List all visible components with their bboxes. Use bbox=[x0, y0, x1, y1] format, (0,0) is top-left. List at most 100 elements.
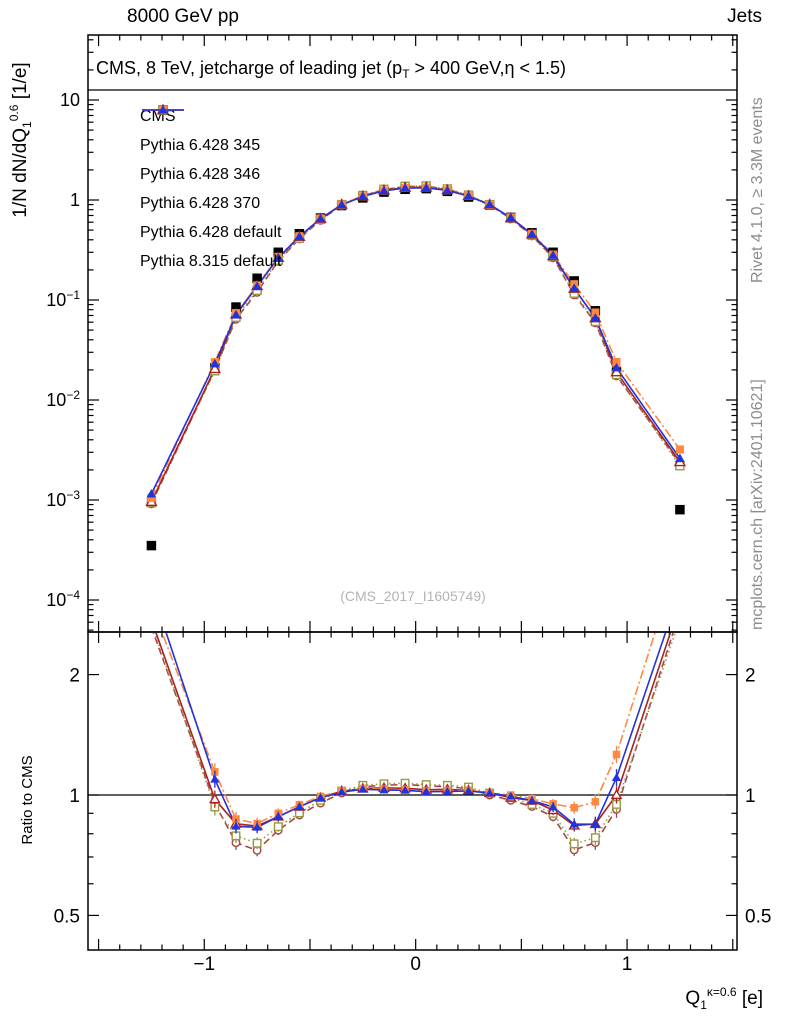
x-axis-label: Q1κ=0.6 [e] bbox=[685, 985, 763, 1012]
legend-label: Pythia 6.428 370 bbox=[140, 194, 261, 212]
data-marker bbox=[570, 804, 578, 812]
data-marker bbox=[442, 185, 453, 195]
data-marker bbox=[379, 785, 389, 794]
data-marker bbox=[675, 504, 685, 515]
data-marker bbox=[590, 819, 601, 828]
data-marker bbox=[421, 787, 431, 796]
y-tick-label: 1 bbox=[70, 190, 80, 210]
analysis-id-watermark: (CMS_2017_I1605749) bbox=[340, 588, 486, 604]
data-marker bbox=[485, 788, 495, 797]
data-marker bbox=[548, 250, 559, 259]
ratio-frame bbox=[87, 631, 738, 951]
data-marker bbox=[231, 309, 241, 319]
data-marker bbox=[358, 784, 368, 793]
data-marker bbox=[442, 786, 453, 795]
data-marker bbox=[208, 362, 222, 374]
data-marker bbox=[231, 821, 241, 830]
mcplots-arxiv-note: mcplots.cern.ch [arXiv:2401.10621] bbox=[749, 379, 766, 630]
data-marker bbox=[337, 787, 347, 796]
y-tick-label: 10−1 bbox=[46, 288, 80, 310]
axes: −1 0 1 10 1 10−1 10−2 10−3 10−4 2 2 1 1 0.5 0.5 bbox=[46, 34, 771, 975]
data-marker bbox=[315, 793, 326, 802]
data-marker bbox=[252, 822, 262, 831]
ratio-tick-label: 0.5 bbox=[54, 906, 80, 927]
series-line bbox=[150, 185, 681, 504]
legend-label: Pythia 6.428 346 bbox=[140, 165, 261, 183]
data-marker bbox=[463, 191, 474, 200]
ratio-line bbox=[165, 633, 667, 829]
ratio-axis-label: Ratio to CMS bbox=[19, 755, 36, 844]
y-tick-label: 10−2 bbox=[46, 388, 80, 410]
data-marker bbox=[484, 199, 495, 209]
y-tick-label: 10−3 bbox=[46, 488, 80, 510]
data-marker bbox=[400, 183, 411, 192]
legend-marker bbox=[142, 105, 184, 114]
y-axis-label: 1/N dN/dQ10.6 [1/e] bbox=[7, 62, 34, 217]
data-marker bbox=[505, 212, 516, 222]
data-marker bbox=[252, 273, 262, 284]
data-marker bbox=[357, 191, 368, 201]
x-tick-label: 0 bbox=[410, 954, 421, 975]
data-marker bbox=[421, 182, 432, 192]
legend-item: Pythia 6.428 345 bbox=[140, 105, 281, 160]
data-marker bbox=[147, 493, 156, 502]
y-tick-label: 10−4 bbox=[46, 588, 80, 610]
beam-energy-label: 8000 GeV pp bbox=[127, 6, 239, 27]
series-line bbox=[150, 186, 681, 495]
ratio-curves bbox=[152, 633, 677, 857]
x-tick-label: −1 bbox=[193, 954, 215, 975]
y-tick-label: 10 bbox=[60, 90, 80, 110]
ratio-tick-label-right: 2 bbox=[745, 666, 756, 687]
data-marker bbox=[146, 540, 157, 551]
data-marker bbox=[209, 358, 220, 368]
data-marker bbox=[612, 750, 621, 759]
data-marker bbox=[674, 453, 685, 463]
data-marker bbox=[611, 772, 622, 781]
data-marker bbox=[569, 283, 580, 292]
data-marker bbox=[527, 795, 537, 805]
data-marker bbox=[252, 838, 262, 848]
data-marker bbox=[590, 313, 601, 322]
legend-label: Pythia 6.428 345 bbox=[140, 136, 261, 154]
data-marker bbox=[591, 798, 600, 806]
main-curves bbox=[145, 180, 687, 551]
data-marker bbox=[273, 252, 284, 262]
ratio-line bbox=[161, 633, 656, 825]
data-marker bbox=[569, 839, 579, 849]
legend: CMS Pythia 6.428 345 Pythia 6.428 346 Pythi… bbox=[140, 102, 281, 276]
data-marker bbox=[273, 811, 283, 820]
data-marker bbox=[231, 302, 241, 312]
data-marker bbox=[208, 793, 221, 804]
data-marker bbox=[463, 786, 474, 795]
data-marker bbox=[611, 362, 622, 372]
data-marker bbox=[612, 357, 621, 366]
ratio-tick-label-right: 1 bbox=[745, 786, 756, 807]
legend-label: Pythia 8.315 default bbox=[140, 252, 282, 270]
plot-title: CMS, 8 TeV, jetcharge of leading jet (pT… bbox=[96, 58, 566, 81]
data-marker bbox=[336, 199, 347, 209]
rivet-version-note: Rivet 4.1.0, ≥ 3.3M events bbox=[749, 97, 766, 283]
data-marker bbox=[294, 802, 305, 811]
data-marker bbox=[210, 774, 220, 783]
data-marker bbox=[252, 281, 263, 290]
data-marker bbox=[610, 365, 623, 377]
data-marker bbox=[146, 488, 157, 498]
ratio-line bbox=[153, 633, 677, 845]
legend-item: Pythia 6.428 346 bbox=[140, 105, 281, 189]
data-marker bbox=[315, 213, 326, 223]
ratio-tick-label: 1 bbox=[69, 786, 80, 807]
data-marker bbox=[590, 833, 600, 843]
data-marker bbox=[273, 822, 283, 832]
ratio-tick-label-right: 0.5 bbox=[745, 906, 771, 927]
analysis-group-label: Jets bbox=[727, 6, 762, 27]
data-marker bbox=[548, 802, 558, 811]
data-marker bbox=[591, 308, 600, 317]
data-marker bbox=[569, 819, 579, 828]
data-marker bbox=[610, 788, 623, 800]
legend-item: Pythia 8.315 default bbox=[140, 105, 282, 276]
data-marker bbox=[158, 105, 168, 114]
data-marker bbox=[506, 791, 516, 800]
legend-item: Pythia 6.428 default bbox=[140, 106, 281, 247]
